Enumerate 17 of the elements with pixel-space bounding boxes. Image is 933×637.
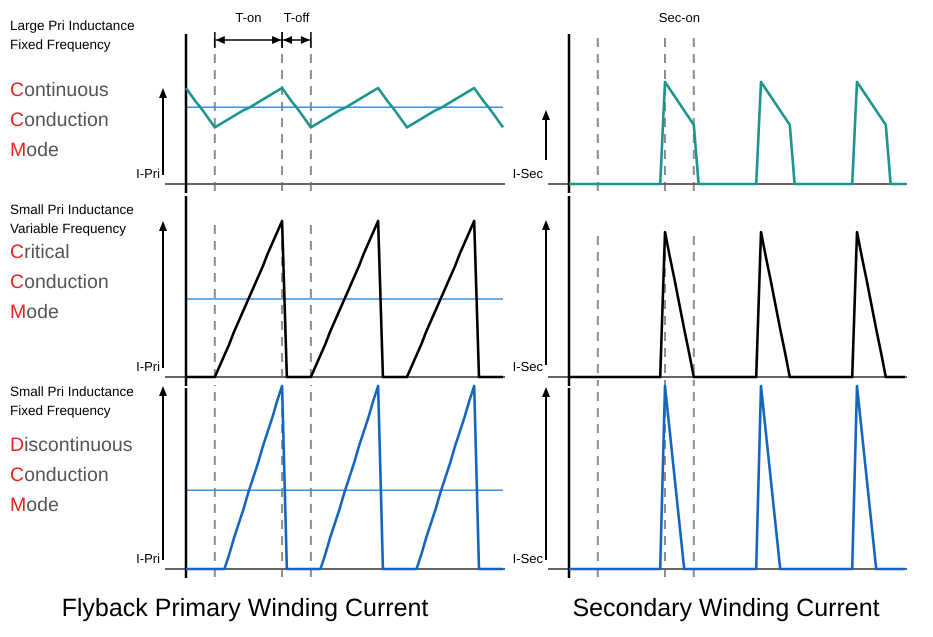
y-axis-title: I-Sec	[512, 551, 544, 566]
text: Discontinuous Conduction Mode	[10, 434, 133, 516]
text: Large Pri Inductance Fixed Frequency	[10, 18, 135, 52]
y-axis-title: I-Sec	[512, 359, 544, 374]
text: T-off	[284, 10, 310, 25]
text: Small Pri Inductance Fixed Frequency	[10, 384, 134, 418]
text: Continuous Conduction Mode	[10, 79, 109, 161]
text: Small Pri Inductance Variable Frequency	[10, 202, 134, 236]
y-axis-title: I-Pri	[136, 359, 160, 374]
x-axis-title: Flyback Primary Winding Current	[62, 594, 428, 622]
y-axis-title: I-Pri	[136, 166, 160, 181]
text: Critical Conduction Mode	[10, 241, 109, 323]
text: Sec-on	[658, 10, 700, 25]
y-axis-title: I-Sec	[512, 166, 544, 181]
y-axis-title: I-Pri	[136, 551, 160, 566]
text: T-on	[235, 10, 262, 25]
x-axis-title: Secondary Winding Current	[572, 594, 880, 622]
